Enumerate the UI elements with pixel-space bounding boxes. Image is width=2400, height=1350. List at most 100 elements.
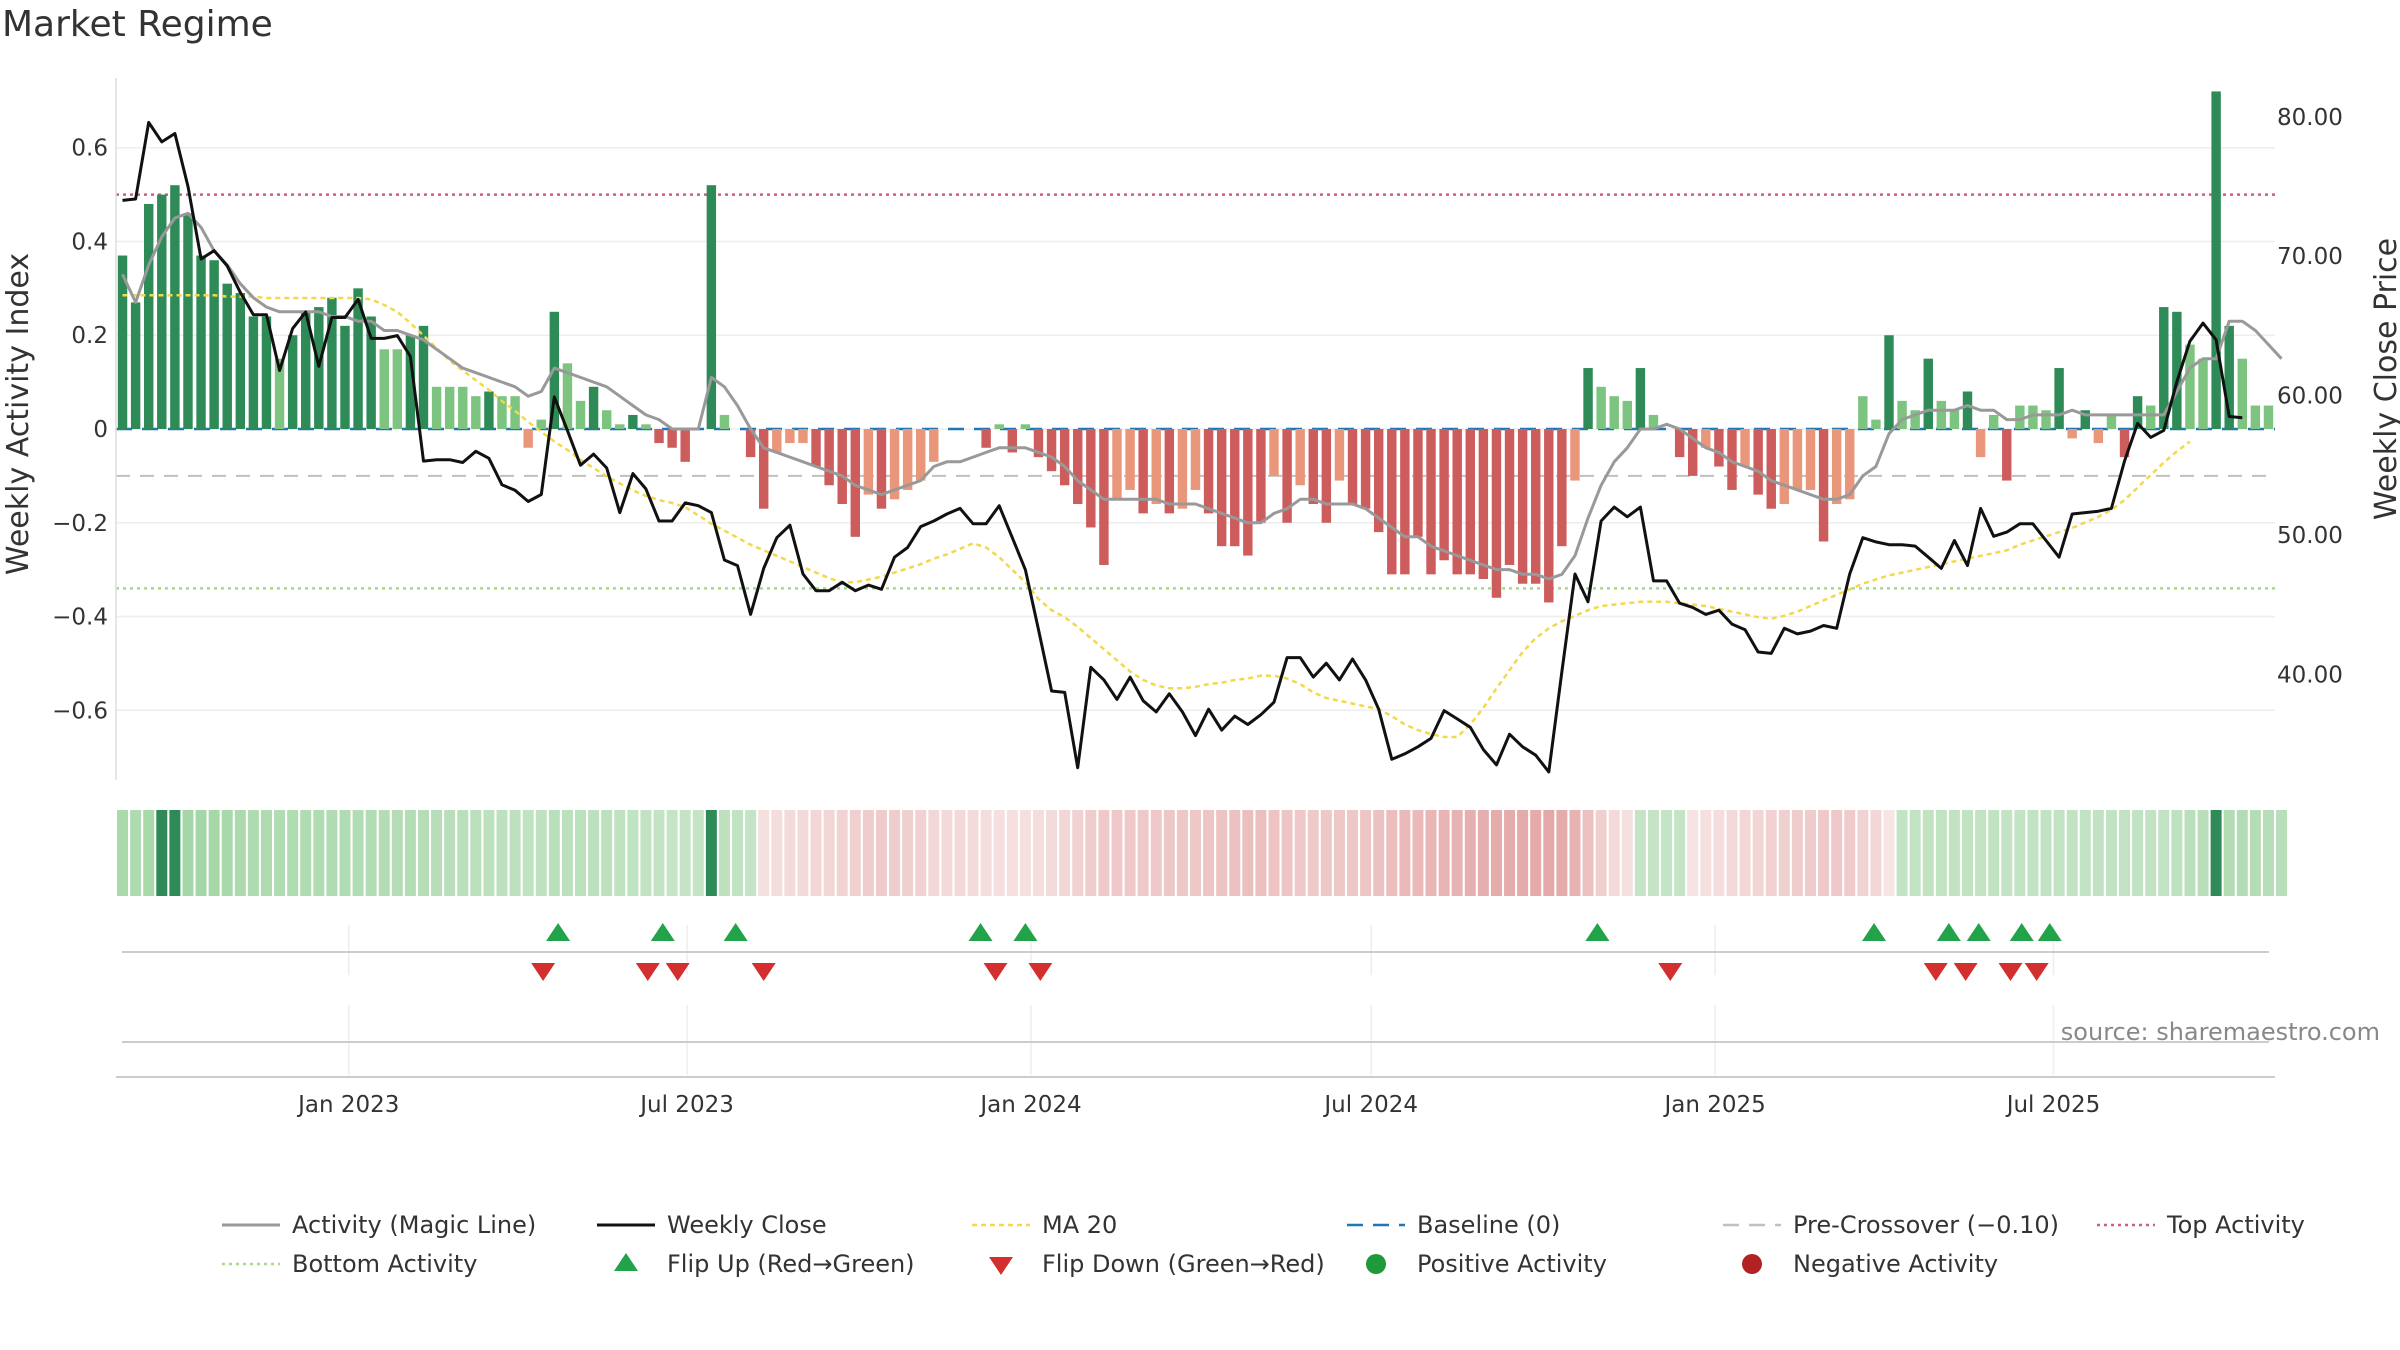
regime-strip-cell [1006,810,1018,896]
regime-strip-cell [758,810,770,896]
legend-item: Positive Activity [1366,1250,1607,1278]
regime-strip-cell [588,810,600,896]
regime-strip-cell [1647,810,1659,896]
flip-markers [122,923,2269,1043]
regime-strip-cell [967,810,979,896]
flip-up-marker [1936,923,1961,941]
regime-strip-cell [2145,810,2157,896]
regime-strip-cell [954,810,966,896]
y2-tick-label: 50.00 [2277,523,2343,549]
regime-strip-cell [1281,810,1293,896]
activity-bar [248,316,259,429]
legend-label: Flip Down (Green→Red) [1042,1250,1325,1278]
y-tick-label: 0.2 [71,323,108,349]
legend-item: Flip Down (Green→Red) [989,1250,1325,1278]
activity-bar [785,429,795,444]
regime-strip-cell [509,810,521,896]
activity-bar [588,386,599,429]
regime-strip-cell [1268,810,1280,896]
legend-label: Weekly Close [667,1211,827,1239]
activity-bar [327,297,337,429]
regime-strip-cell [1438,810,1450,896]
regime-strip-cell [836,810,848,896]
x-tick-label: Jan 2023 [296,1092,399,1118]
regime-strip-cell [732,810,744,896]
legend: Activity (Magic Line) Weekly Close MA 20 Ba… [222,1211,2305,1278]
y-tick-label: 0.4 [71,229,108,255]
activity-bar [981,429,991,448]
activity-bar [1243,429,1253,556]
regime-strip-cell [679,810,691,896]
activity-bar [628,414,638,429]
y2-tick-label: 80.00 [2277,105,2343,131]
activity-bar [1413,429,1423,537]
flip-up-marker [2009,923,2034,941]
regime-strip-cell [470,810,482,896]
chart-title: Market Regime [2,4,273,45]
activity-bar [1530,429,1541,584]
regime-strip-cell [535,810,547,896]
regime-strip-cell [1412,810,1424,896]
legend-item: Baseline (0) [1347,1211,1560,1239]
axes: 0.6 0.4 0.2 0 −0.2 −0.4 −0.6 80.00 70.00 60.00 50.… [1,78,2400,780]
regime-strip-cell [2027,810,2039,896]
activity-bar [1845,429,1855,500]
activity-bar [1256,429,1266,523]
activity-bar [1400,429,1410,575]
activity-bar [1923,358,1933,429]
regime-strip-cell [902,810,914,896]
regime-strip-cell [169,810,181,896]
regime-strip-cell [1778,810,1790,896]
activity-bar [1269,429,1279,476]
legend-item: Weekly Close [597,1211,827,1239]
regime-strip-cell [1307,810,1319,896]
legend-triangle-down [989,1257,1013,1275]
activity-bar [1805,429,1816,490]
regime-strip-cell [2105,810,2117,896]
activity-bar [287,335,298,429]
activity-bar [1387,429,1397,575]
regime-strip-cell [915,810,927,896]
regime-strip-cell [548,810,560,896]
activity-bar [1858,396,1868,429]
regime-strip-cell [1019,810,1031,896]
regime-strip-cell [2066,810,2078,896]
regime-strip-cell [1046,810,1058,896]
activity-bar [1897,400,1907,429]
activity-bar [1596,386,1606,429]
regime-strip-cell [2158,810,2170,896]
magic-line [121,211,2283,581]
activity-bar [1727,429,1737,490]
regime-strip-cell [1242,810,1254,896]
regime-strip-cell [1726,810,1738,896]
activity-bar [484,391,494,429]
regime-strip-cell [2079,810,2091,896]
activity-bar [1360,429,1371,509]
activity-bar [706,185,717,429]
regime-strip-cell [1713,810,1725,896]
x-tick-label: Jan 2025 [1662,1092,1765,1118]
regime-strip-cell [653,810,665,896]
activity-bar [929,429,939,462]
regime-strip-cell [1962,810,1974,896]
activity-bar [1020,424,1031,429]
legend-dot [1742,1254,1762,1274]
activity-bar [130,302,141,429]
flip-down-marker [1028,963,1053,981]
regime-strip-cell [1857,810,1869,896]
legend-label: Flip Up (Red→Green) [667,1250,915,1278]
regime-strip-cell [1739,810,1751,896]
regime-strip-cell [2249,810,2261,896]
activity-bar [1151,429,1161,505]
activity-bar [889,429,900,500]
activity-bar [431,386,442,429]
x-tick-label: Jul 2024 [1322,1092,1418,1118]
regime-strip-cell [1373,810,1385,896]
ma20-line [122,293,2191,739]
regime-strip-cell [1059,810,1071,896]
activity-bar [235,293,246,429]
regime-strip-cell [1621,810,1633,896]
regime-strip-cell [1804,810,1816,896]
activity-bar [1714,429,1724,467]
